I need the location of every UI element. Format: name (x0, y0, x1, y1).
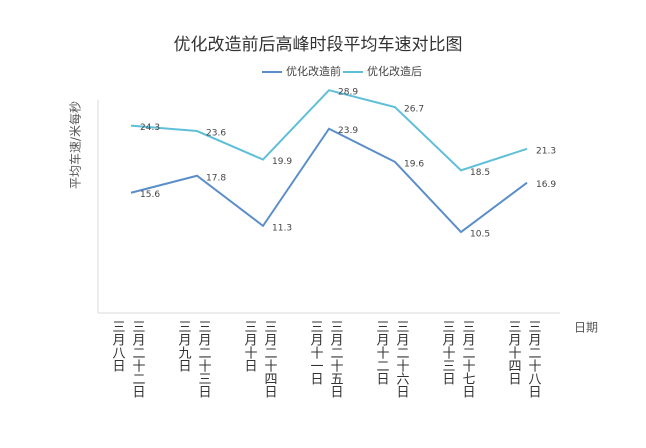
x-tick-label: 三月八日 (110, 320, 126, 372)
legend-label: 优化改造后 (367, 64, 422, 78)
data-label: 11.3 (272, 223, 292, 233)
data-label: 17.8 (206, 173, 226, 183)
data-label: 23.9 (338, 126, 358, 136)
x-tick-label: 三月十二日 (374, 320, 390, 385)
x-tick-label: 三月十四日 (506, 320, 522, 385)
x-tick-label: 三月十日 (242, 320, 258, 372)
x-tick-label: 三月二十五日 (328, 320, 344, 398)
x-tick-label: 三月二十三日 (196, 320, 212, 398)
data-label: 28.9 (338, 88, 358, 98)
series-line (130, 127, 528, 234)
data-label: 19.9 (272, 157, 292, 167)
chart-title: 优化改造前后高峰时段平均车速对比图 (174, 35, 463, 55)
x-tick-label: 三月二十八日 (526, 320, 542, 398)
series-line (130, 89, 528, 172)
x-tick-label: 三月九日 (176, 320, 192, 372)
data-label: 26.7 (404, 105, 424, 115)
data-label: 16.9 (536, 180, 556, 190)
x-tick-label: 三月二十二日 (130, 320, 146, 398)
y-axis-label: 平均车速/米每秒 (68, 101, 83, 189)
data-label: 23.6 (206, 129, 226, 139)
legend-label: 优化改造前 (286, 64, 341, 78)
x-tick-label: 三月二十六日 (394, 320, 410, 398)
data-label: 15.6 (140, 190, 160, 200)
data-label: 10.5 (470, 230, 490, 240)
x-tick-label: 三月二十七日 (460, 320, 476, 398)
x-tick-label: 三月十三日 (440, 320, 456, 385)
x-tick-label: 三月十一日 (308, 320, 324, 385)
data-label: 24.3 (140, 123, 160, 133)
data-label: 19.6 (404, 159, 424, 169)
data-label: 21.3 (536, 146, 556, 156)
x-tick-label: 三月二十四日 (262, 320, 278, 398)
x-axis-label: 日期 (574, 321, 598, 335)
data-label: 18.5 (470, 168, 490, 178)
